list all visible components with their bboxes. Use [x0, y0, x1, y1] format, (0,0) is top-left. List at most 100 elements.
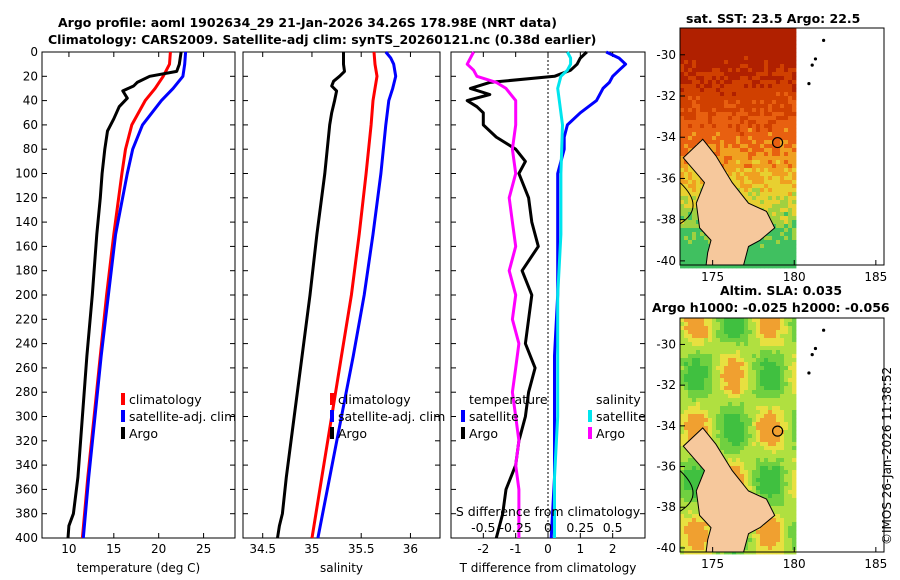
grid-cell — [700, 60, 705, 65]
grid-cell — [772, 260, 777, 265]
grid-cell — [732, 172, 737, 177]
grid-cell — [688, 394, 693, 399]
grid-cell — [756, 44, 761, 49]
grid-cell — [720, 72, 725, 77]
grid-cell — [708, 382, 713, 387]
grid-cell — [680, 140, 685, 145]
grid-cell — [688, 132, 693, 137]
grid-cell — [684, 160, 689, 165]
grid-cell — [724, 414, 729, 419]
grid-cell — [736, 136, 741, 141]
grid-cell — [680, 40, 685, 45]
grid-cell — [704, 256, 709, 261]
grid-cell — [748, 156, 753, 161]
grid-cell — [760, 40, 765, 45]
grid-cell — [748, 200, 753, 205]
grid-cell — [772, 542, 777, 547]
grid-cell — [748, 32, 753, 37]
grid-cell — [740, 458, 745, 463]
grid-cell — [764, 318, 769, 323]
grid-cell — [744, 462, 749, 467]
grid-cell — [788, 260, 793, 265]
grid-cell — [772, 140, 777, 145]
grid-cell — [768, 80, 773, 85]
grid-cell — [792, 212, 797, 217]
grid-cell — [700, 346, 705, 351]
grid-cell — [776, 358, 781, 363]
grid-cell — [756, 264, 761, 269]
grid-cell — [728, 124, 733, 129]
grid-cell — [724, 164, 729, 169]
grid-cell — [732, 140, 737, 145]
grid-cell — [700, 422, 705, 427]
grid-cell — [724, 136, 729, 141]
grid-cell — [760, 418, 765, 423]
grid-cell — [684, 390, 689, 395]
grid-cell — [744, 342, 749, 347]
grid-cell — [780, 346, 785, 351]
grid-cell — [724, 406, 729, 411]
grid-cell — [724, 434, 729, 439]
depth-tick-label: 180 — [15, 264, 38, 278]
grid-cell — [772, 112, 777, 117]
grid-cell — [712, 406, 717, 411]
grid-cell — [792, 510, 797, 515]
grid-cell — [708, 56, 713, 61]
grid-cell — [712, 44, 717, 49]
grid-cell — [680, 164, 685, 169]
grid-cell — [680, 502, 685, 507]
grid-cell — [744, 164, 749, 169]
grid-cell — [784, 152, 789, 157]
grid-cell — [688, 530, 693, 535]
grid-cell — [732, 454, 737, 459]
grid-cell — [792, 192, 797, 197]
grid-cell — [740, 28, 745, 33]
grid-cell — [764, 422, 769, 427]
grid-cell — [732, 466, 737, 471]
grid-cell — [772, 164, 777, 169]
grid-cell — [728, 164, 733, 169]
grid-cell — [724, 96, 729, 101]
grid-cell — [764, 156, 769, 161]
grid-cell — [736, 72, 741, 77]
grid-cell — [748, 48, 753, 53]
grid-cell — [784, 128, 789, 133]
grid-cell — [748, 196, 753, 201]
grid-cell — [776, 36, 781, 41]
grid-cell — [692, 490, 697, 495]
series-line-s-argo — [465, 51, 521, 538]
grid-cell — [732, 318, 737, 323]
grid-cell — [728, 264, 733, 269]
grid-cell — [708, 410, 713, 415]
grid-cell — [784, 200, 789, 205]
grid-cell — [696, 220, 701, 225]
grid-cell — [768, 466, 773, 471]
grid-cell — [684, 490, 689, 495]
grid-cell — [700, 236, 705, 241]
grid-cell — [708, 40, 713, 45]
grid-cell — [772, 36, 777, 41]
island-marker — [822, 328, 826, 332]
grid-cell — [744, 40, 749, 45]
grid-cell — [692, 530, 697, 535]
grid-cell — [708, 398, 713, 403]
grid-cell — [704, 362, 709, 367]
grid-cell — [756, 546, 761, 551]
grid-cell — [716, 378, 721, 383]
grid-cell — [688, 36, 693, 41]
grid-cell — [776, 88, 781, 93]
grid-cell — [696, 72, 701, 77]
grid-cell — [760, 184, 765, 189]
grid-cell — [744, 454, 749, 459]
grid-cell — [768, 446, 773, 451]
grid-cell — [700, 358, 705, 363]
grid-cell — [736, 474, 741, 479]
grid-cell — [716, 60, 721, 65]
grid-cell — [788, 228, 793, 233]
grid-cell — [696, 526, 701, 531]
grid-cell — [684, 458, 689, 463]
grid-cell — [684, 204, 689, 209]
grid-cell — [780, 32, 785, 37]
grid-cell — [712, 342, 717, 347]
grid-cell — [764, 192, 769, 197]
